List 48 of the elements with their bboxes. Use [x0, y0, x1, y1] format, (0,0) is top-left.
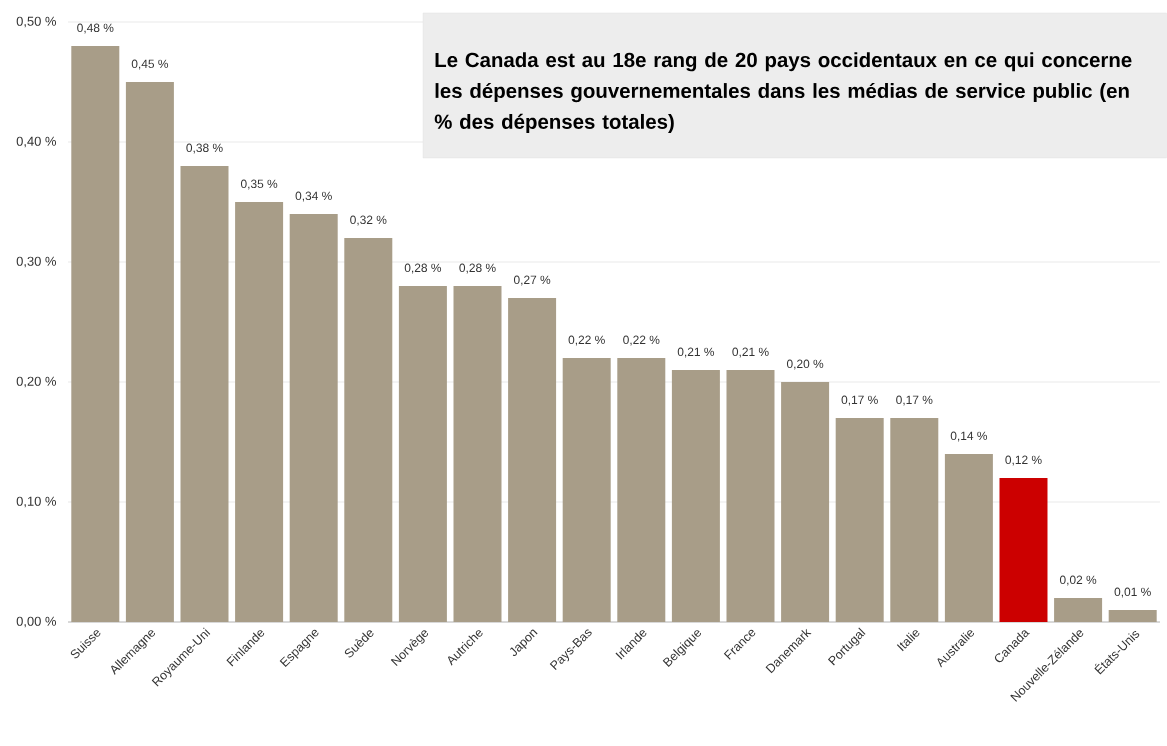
data-label: 0,32 %: [350, 215, 387, 226]
data-label: 0,21 %: [677, 347, 715, 358]
bar: [944, 454, 993, 622]
y-tick-label: 0,20 %: [16, 376, 57, 388]
data-label: 0,12 %: [1005, 455, 1042, 466]
bar: [125, 81, 174, 622]
bar: [71, 45, 120, 622]
y-tick-label: 0,50 %: [16, 16, 57, 28]
bar: [726, 370, 775, 622]
bar: [235, 202, 284, 622]
data-label: 0,20 %: [786, 359, 824, 370]
data-label: 0,48 %: [77, 23, 114, 34]
data-label: 0,28 %: [459, 263, 496, 274]
data-label: 0,27 %: [513, 275, 551, 286]
bar: [781, 382, 830, 622]
bar: [1108, 610, 1157, 622]
data-label: 0,21 %: [732, 347, 769, 358]
y-tick-label: 0,00 %: [16, 616, 57, 628]
bar: [508, 298, 557, 622]
y-tick-label: 0,10 %: [16, 496, 57, 508]
bar: [890, 418, 939, 622]
data-label: 0,28 %: [404, 263, 442, 274]
bar: [289, 214, 338, 622]
bar: [562, 358, 611, 622]
bar: [180, 165, 229, 622]
bar: [999, 478, 1048, 622]
data-label: 0,14 %: [950, 431, 988, 442]
data-label: 0,34 %: [295, 191, 332, 202]
data-label: 0,22 %: [568, 335, 605, 346]
bar: [453, 286, 502, 622]
bar: [671, 370, 720, 622]
data-label: 0,01 %: [1114, 587, 1151, 598]
data-label: 0,38 %: [186, 143, 223, 154]
bar: [398, 286, 447, 622]
data-label: 0,35 %: [240, 179, 278, 190]
data-label: 0,02 %: [1059, 575, 1097, 586]
text: Le Canada est au 18e rang de 20 pays occidentaux en ce qui concerne les dépenses gouvernementales dans les médias de service public (en % des dépenses totales): [434, 52, 1132, 133]
data-label: 0,45 %: [131, 59, 169, 70]
y-tick-label: 0,30 %: [16, 256, 57, 268]
bar: [1054, 598, 1103, 622]
x-tick-label: Italie: [896, 630, 920, 652]
y-tick-label: 0,40 %: [16, 136, 57, 148]
bar: [344, 238, 393, 622]
data-label: 0,17 %: [841, 395, 878, 406]
data-label: 0,17 %: [896, 395, 933, 406]
bar: [835, 418, 884, 622]
data-label: 0,22 %: [623, 335, 660, 346]
bar: [617, 358, 666, 622]
